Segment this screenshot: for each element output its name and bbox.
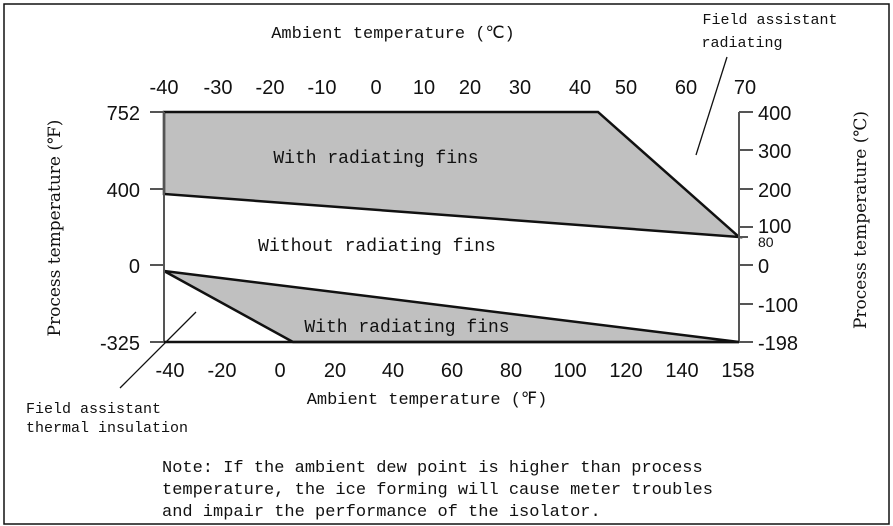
top-tick-label: 0 <box>370 77 381 99</box>
left-tick-label: -325 <box>100 333 140 355</box>
top-tick-label: -30 <box>204 77 233 99</box>
bottom-tick-label: -40 <box>156 360 185 382</box>
top-tick-labels: -40 -30 -20 -10 0 10 20 30 40 50 60 70 <box>150 77 757 99</box>
callout-insulation-pointer <box>119 311 197 389</box>
bottom-tick-label: 20 <box>324 360 346 382</box>
bottom-tick-label: 120 <box>609 360 642 382</box>
note-line-2: temperature, the ice forming will cause … <box>162 481 713 500</box>
right-tick-label: 0 <box>758 256 769 278</box>
top-tick-label: -40 <box>150 77 179 99</box>
right-tick-label: -198 <box>758 333 798 355</box>
callout-radiating-line2: radiating <box>701 35 782 52</box>
bottom-tick-label: -20 <box>208 360 237 382</box>
callout-insulation-line2: thermal insulation <box>26 420 188 437</box>
left-tick-label: 752 <box>107 103 140 125</box>
top-axis-title: Ambient temperature (℃) <box>271 25 515 44</box>
right-tick-marks <box>739 111 753 343</box>
right-tick-label: 100 <box>758 216 791 238</box>
bottom-tick-label: 40 <box>382 360 404 382</box>
left-tick-marks <box>150 111 164 343</box>
top-tick-label: 30 <box>509 77 531 99</box>
top-tick-label: 10 <box>413 77 435 99</box>
note-line-1: Note: If the ambient dew point is higher… <box>162 459 703 478</box>
bottom-tick-label: 0 <box>274 360 285 382</box>
bottom-tick-label: 100 <box>553 360 586 382</box>
callout-radiating-pointer <box>695 56 728 156</box>
callout-insulation-line1: Field assistant <box>26 401 161 418</box>
top-tick-label: 20 <box>459 77 481 99</box>
top-tick-label: 60 <box>675 77 697 99</box>
region-label-lower: With radiating fins <box>304 318 509 338</box>
right-tick-label: 200 <box>758 180 791 202</box>
right-tick-label: 400 <box>758 103 791 125</box>
left-tick-label: 0 <box>129 256 140 278</box>
right-tick-label: -100 <box>758 295 798 317</box>
region-label-middle: Without radiating fins <box>258 237 496 257</box>
left-axis-title: Process temperature (℉) <box>45 120 65 337</box>
callout-radiating-line1: Field assistant <box>702 12 837 29</box>
bottom-axis-title: Ambient temperature (℉) <box>307 391 548 410</box>
top-tick-label: 50 <box>615 77 637 99</box>
note-line-3: and impair the performance of the isolat… <box>162 503 601 522</box>
bottom-tick-label: 60 <box>441 360 463 382</box>
right-tick-label: 300 <box>758 141 791 163</box>
top-tick-label: -10 <box>308 77 337 99</box>
top-tick-label: 40 <box>569 77 591 99</box>
right-axis-title: Process temperature (℃) <box>851 111 871 329</box>
bottom-tick-label: 80 <box>500 360 522 382</box>
bottom-tick-label: 140 <box>665 360 698 382</box>
top-tick-label: -20 <box>256 77 285 99</box>
right-tick-label: 80 <box>758 234 774 250</box>
top-tick-label: 70 <box>734 77 756 99</box>
left-tick-label: 400 <box>107 180 140 202</box>
bottom-tick-label: 158 <box>721 360 754 382</box>
bottom-tick-labels: -40 -20 0 20 40 60 80 100 120 140 158 <box>156 360 755 382</box>
region-label-upper: With radiating fins <box>273 149 478 169</box>
